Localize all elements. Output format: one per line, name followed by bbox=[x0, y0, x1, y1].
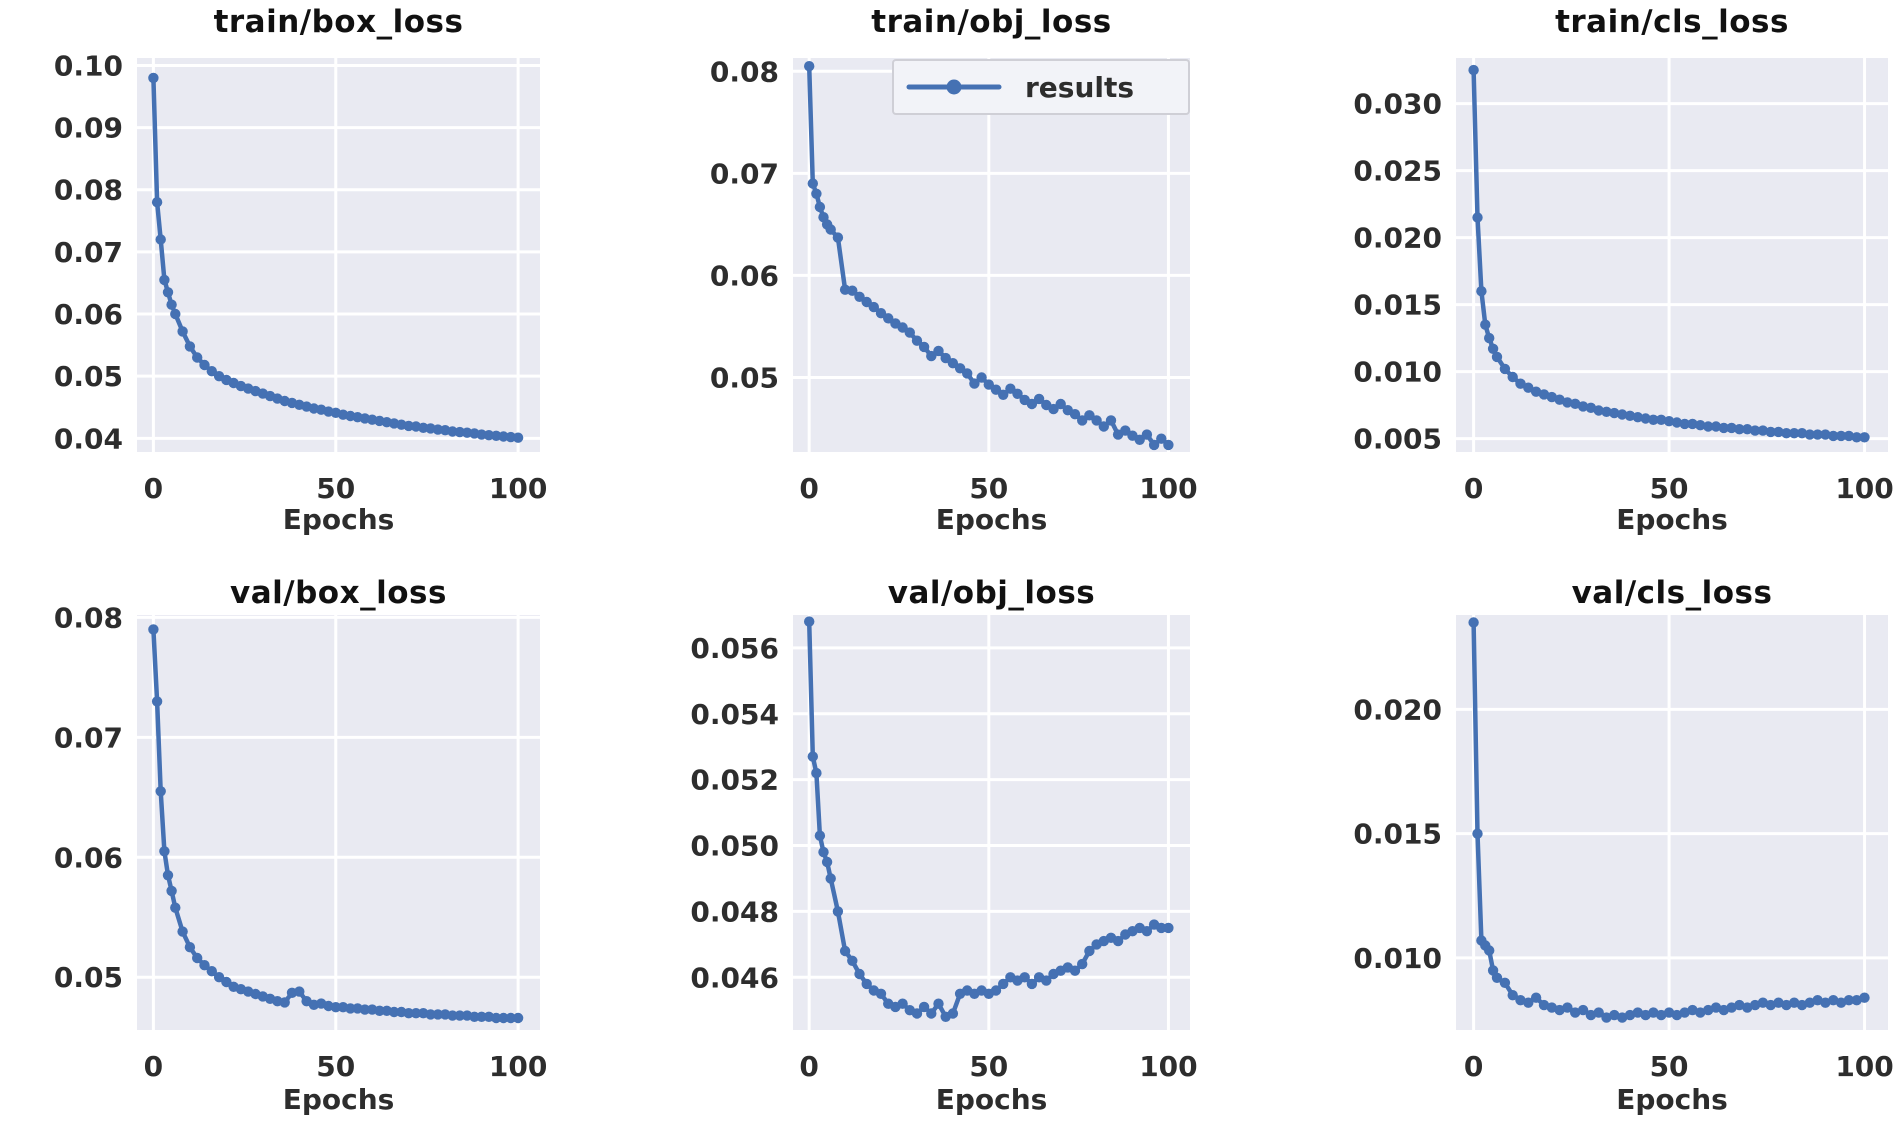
svg-text:100: 100 bbox=[1139, 472, 1197, 505]
svg-text:0.005: 0.005 bbox=[1353, 423, 1442, 456]
x-axis-label: Epochs bbox=[935, 1083, 1048, 1116]
x-axis-label: Epochs bbox=[1616, 1083, 1728, 1116]
svg-text:0: 0 bbox=[1464, 1050, 1483, 1083]
svg-text:0.05: 0.05 bbox=[54, 360, 123, 393]
svg-text:0.056: 0.056 bbox=[690, 632, 779, 665]
svg-text:100: 100 bbox=[489, 1050, 547, 1083]
svg-text:50: 50 bbox=[316, 1050, 355, 1083]
svg-text:50: 50 bbox=[1650, 1050, 1689, 1083]
svg-text:0.010: 0.010 bbox=[1353, 942, 1442, 975]
svg-text:100: 100 bbox=[1139, 1050, 1197, 1083]
svg-text:0.05: 0.05 bbox=[710, 361, 779, 394]
svg-text:100: 100 bbox=[1835, 472, 1893, 505]
plot-val-obj-loss: 0.046 0.048 0.050 0.052 0.054 0.056 0 50 100 bbox=[690, 615, 1198, 1083]
svg-text:0.020: 0.020 bbox=[1353, 222, 1442, 255]
svg-text:0.07: 0.07 bbox=[54, 721, 123, 754]
x-axis-label: Epochs bbox=[935, 503, 1048, 536]
svg-text:0.08: 0.08 bbox=[54, 601, 123, 634]
svg-text:0.07: 0.07 bbox=[710, 157, 779, 190]
svg-text:50: 50 bbox=[969, 1050, 1008, 1083]
svg-text:0: 0 bbox=[1464, 472, 1483, 505]
svg-text:0.010: 0.010 bbox=[1353, 356, 1442, 389]
svg-text:0.06: 0.06 bbox=[54, 298, 123, 331]
svg-text:0.10: 0.10 bbox=[54, 49, 123, 82]
chart-title: train/cls_loss bbox=[1555, 4, 1789, 40]
svg-text:0.020: 0.020 bbox=[1353, 693, 1442, 726]
chart-title: val/cls_loss bbox=[1571, 575, 1773, 611]
svg-text:0.015: 0.015 bbox=[1353, 818, 1442, 851]
svg-text:0.06: 0.06 bbox=[710, 259, 779, 292]
svg-text:0.08: 0.08 bbox=[54, 174, 123, 207]
chart-title: train/box_loss bbox=[213, 4, 464, 40]
plot-train-box-loss: 0.04 0.05 0.06 0.07 0.08 0.09 0.10 0 50 100 bbox=[54, 49, 547, 505]
svg-text:100: 100 bbox=[1835, 1050, 1893, 1083]
svg-text:50: 50 bbox=[316, 472, 355, 505]
plot-train-obj-loss: 0.05 0.06 0.07 0.08 0 50 100 results bbox=[710, 55, 1198, 505]
svg-text:0.030: 0.030 bbox=[1353, 88, 1442, 121]
svg-text:0.09: 0.09 bbox=[54, 112, 123, 145]
svg-text:0.048: 0.048 bbox=[690, 895, 779, 928]
plot-train-cls-loss: 0.005 0.010 0.015 0.020 0.025 0.030 0 50 100 bbox=[1353, 58, 1894, 505]
svg-text:0.08: 0.08 bbox=[710, 55, 779, 88]
svg-text:0: 0 bbox=[799, 472, 818, 505]
chart-train-cls-loss: 0.005 0.010 0.015 0.020 0.025 0.030 0 50 100 tra… bbox=[1266, 0, 1900, 565]
chart-title: val/obj_loss bbox=[887, 575, 1096, 611]
svg-text:0: 0 bbox=[144, 472, 163, 505]
chart-train-obj-loss: 0.05 0.06 0.07 0.08 0 50 100 results train/obj_… bbox=[633, 0, 1266, 565]
chart-val-cls-loss: 0.010 0.015 0.020 0 50 100 val/cls_loss Epoch… bbox=[1266, 565, 1900, 1130]
svg-text:0.054: 0.054 bbox=[690, 698, 779, 731]
svg-text:0.046: 0.046 bbox=[690, 961, 779, 994]
chart-val-box-loss: 0.05 0.06 0.07 0.08 0 50 100 val/box_loss Epoc… bbox=[0, 565, 633, 1130]
chart-title: val/box_loss bbox=[230, 575, 447, 611]
plot-val-cls-loss: 0.010 0.015 0.020 0 50 100 bbox=[1353, 615, 1894, 1083]
chart-val-obj-loss: 0.046 0.048 0.050 0.052 0.054 0.056 0 50 100 val… bbox=[633, 565, 1266, 1130]
svg-text:0: 0 bbox=[799, 1050, 818, 1083]
x-axis-label: Epochs bbox=[282, 1083, 395, 1116]
svg-text:0: 0 bbox=[144, 1050, 163, 1083]
chart-title: train/obj_loss bbox=[871, 4, 1112, 40]
chart-train-box-loss: 0.04 0.05 0.06 0.07 0.08 0.09 0.10 0 50 100 train… bbox=[0, 0, 633, 565]
svg-text:0.05: 0.05 bbox=[54, 961, 123, 994]
svg-text:50: 50 bbox=[969, 472, 1008, 505]
svg-text:0.06: 0.06 bbox=[54, 841, 123, 874]
svg-text:50: 50 bbox=[1650, 472, 1689, 505]
svg-text:100: 100 bbox=[489, 472, 547, 505]
x-axis-label: Epochs bbox=[282, 503, 395, 536]
x-axis-label: Epochs bbox=[1616, 503, 1728, 536]
svg-text:0.050: 0.050 bbox=[690, 830, 779, 863]
svg-text:0.04: 0.04 bbox=[54, 422, 123, 455]
svg-text:0.052: 0.052 bbox=[690, 764, 779, 797]
plot-val-box-loss: 0.05 0.06 0.07 0.08 0 50 100 bbox=[54, 601, 547, 1083]
svg-text:0.015: 0.015 bbox=[1353, 289, 1442, 322]
svg-text:0.07: 0.07 bbox=[54, 236, 123, 269]
legend-label: results bbox=[1025, 71, 1134, 104]
svg-text:0.025: 0.025 bbox=[1353, 155, 1442, 188]
